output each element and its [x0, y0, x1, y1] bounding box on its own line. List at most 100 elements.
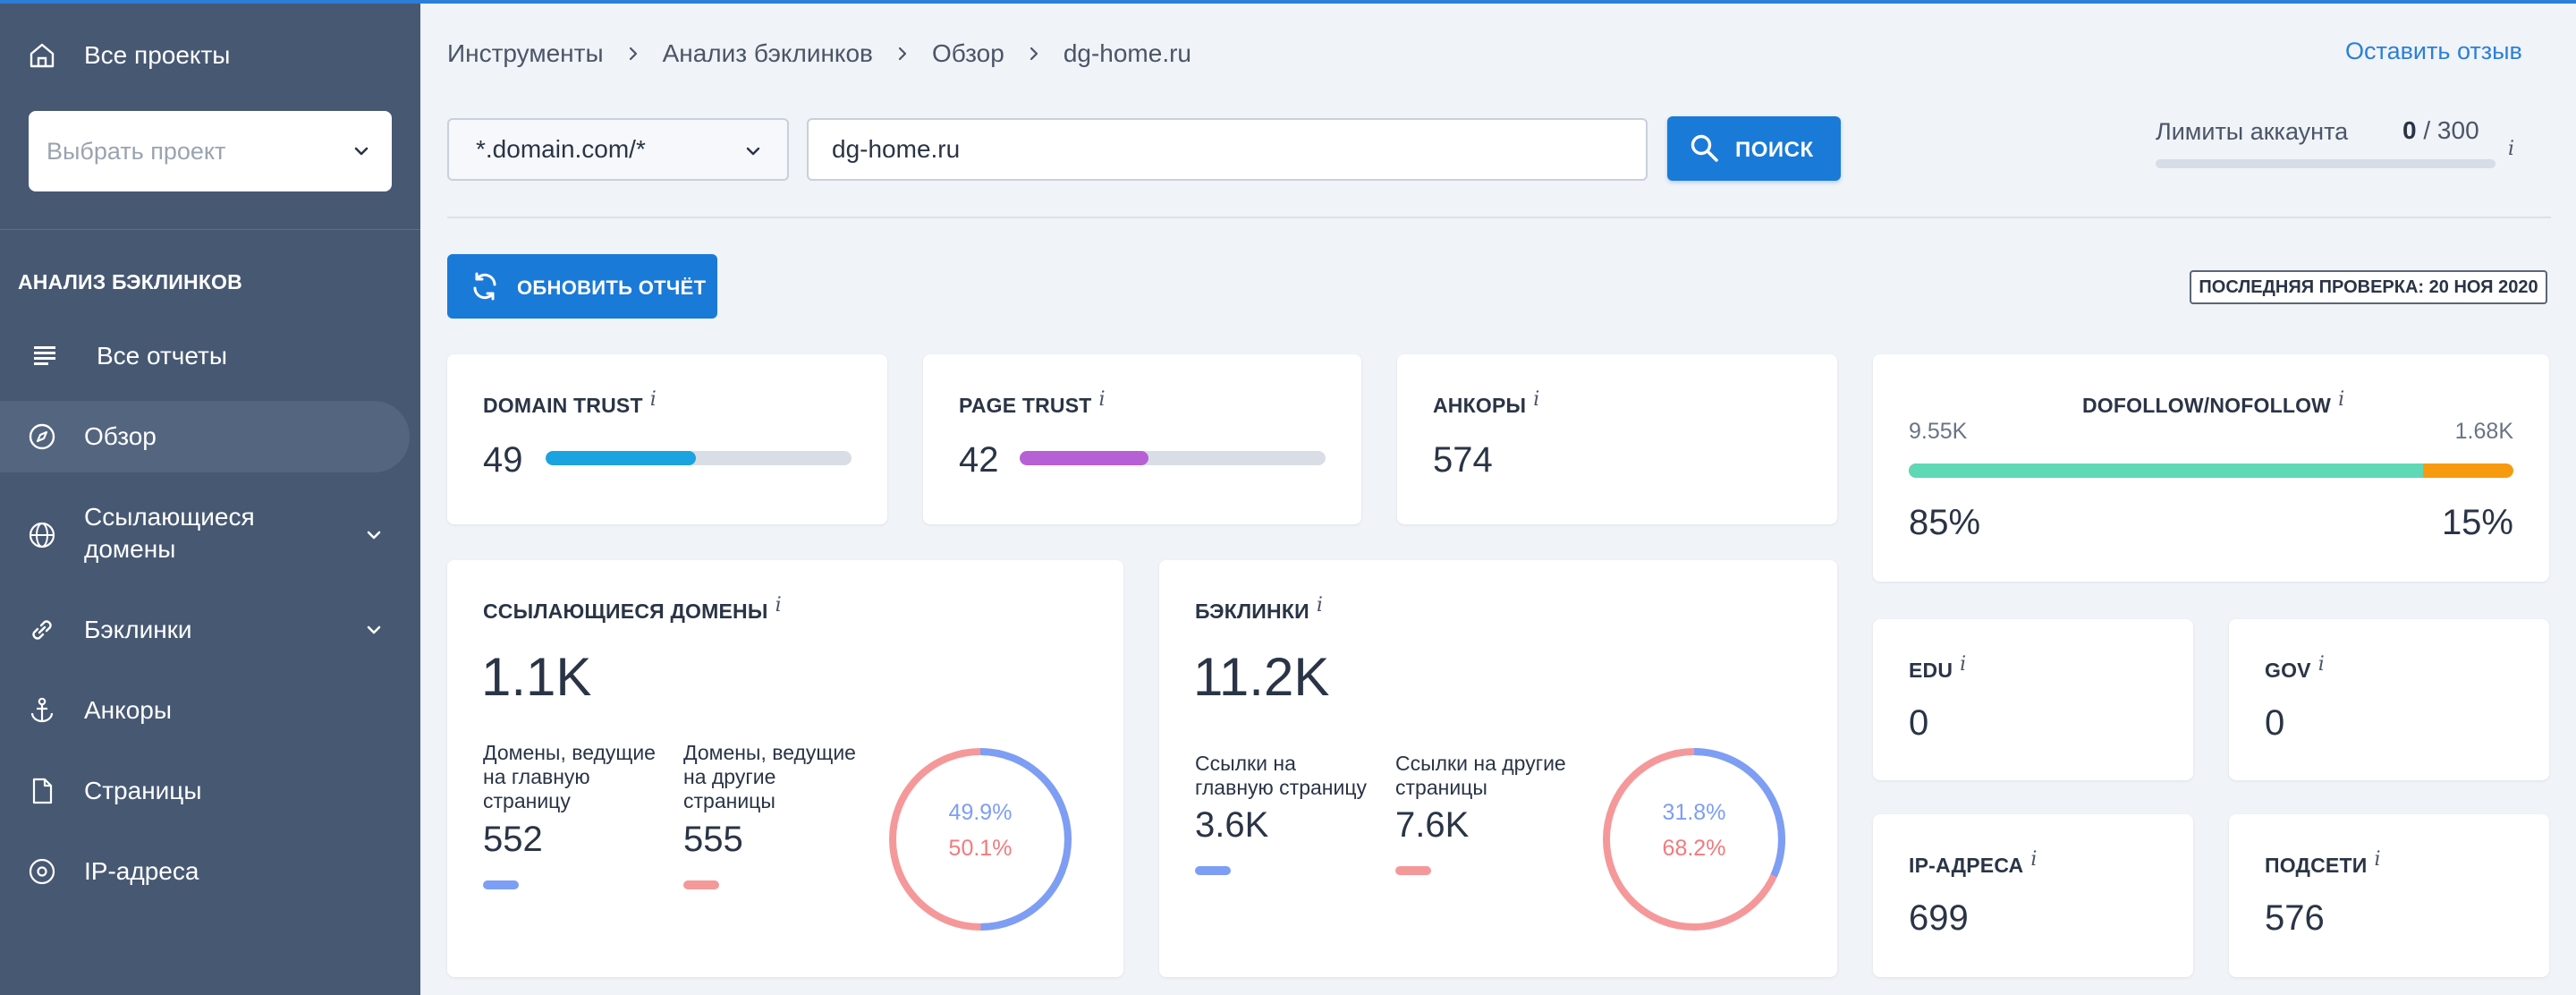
ip-card: IP-АДРЕСА i 699: [1873, 814, 2193, 977]
ref-domains-other-value: 555: [683, 820, 743, 859]
search-mode-value: *.domain.com/*: [476, 135, 646, 163]
refresh-report-label: ОБНОВИТЬ ОТЧЁТ: [517, 276, 707, 299]
chevron-down-icon: [354, 147, 369, 156]
feedback-link[interactable]: Оставить отзыв: [2345, 38, 2522, 64]
all-projects-link[interactable]: Все проекты: [0, 39, 410, 72]
backlinks-title-text: БЭКЛИНКИ: [1195, 600, 1309, 623]
ref-domains-main-label: Домены, ведущие на главную страницу: [483, 741, 656, 813]
chevron-right-icon: [629, 47, 637, 61]
backlinks-main-label-line1: Ссылки на: [1195, 752, 1296, 775]
globe-icon: [29, 522, 55, 549]
project-select[interactable]: Выбрать проект: [29, 111, 392, 191]
edu-title-text: EDU: [1909, 659, 1953, 682]
top-accent-line: [0, 0, 2576, 4]
backlinks-main-segment: [1603, 748, 1785, 931]
backlinks-main-value: 3.6K: [1195, 805, 1269, 845]
list-icon: [34, 346, 55, 365]
info-icon[interactable]: i: [1098, 388, 1106, 411]
info-icon[interactable]: i: [2374, 848, 2381, 871]
domain-trust-title: DOMAIN TRUST i: [483, 388, 657, 418]
info-icon[interactable]: i: [1960, 653, 1967, 676]
backlinks-main-label: Ссылки на главную страницу: [1195, 752, 1367, 800]
overview-label: Обзор: [84, 422, 157, 450]
edu-value: 0: [1909, 703, 1929, 743]
info-icon[interactable]: i: [649, 388, 657, 411]
pages-label: Страницы: [84, 777, 202, 804]
sidebar-item-all-reports[interactable]: Все отчеты: [0, 340, 410, 372]
ref-domains-other-label-line1: Домены, ведущие: [683, 741, 856, 764]
link-icon: [32, 620, 52, 640]
breadcrumb-item-tools[interactable]: Инструменты: [447, 39, 604, 67]
dofollow-bar: [1909, 463, 2513, 478]
search-icon: [1690, 134, 1718, 162]
sidebar-item-overview[interactable]: Обзор: [0, 401, 410, 472]
domain-search-input[interactable]: [807, 118, 1648, 181]
subnets-title: ПОДСЕТИ i: [2265, 848, 2381, 878]
domain-trust-bar-fill: [546, 451, 696, 465]
refresh-icon: [473, 272, 496, 301]
sidebar-item-ip[interactable]: IP-адреса: [0, 855, 410, 888]
main-series-swatch: [1195, 866, 1231, 875]
domain-trust-card: DOMAIN TRUST i 49: [447, 354, 887, 524]
last-check-badge: ПОСЛЕДНЯЯ ПРОВЕРКА: 20 НОЯ 2020: [2190, 270, 2547, 304]
ref-domains-other-label-line3: страницы: [683, 789, 775, 812]
info-icon[interactable]: i: [2508, 138, 2515, 160]
gov-title-text: GOV: [2265, 659, 2311, 682]
header-divider: [447, 217, 2551, 218]
edu-title: EDU i: [1909, 653, 1966, 683]
info-icon[interactable]: i: [2338, 388, 2345, 411]
referring-domains-card: ССЫЛАЮЩИЕСЯ ДОМЕНЫ i 1.1K Домены, ведущие…: [447, 560, 1123, 977]
project-select-placeholder: Выбрать проект: [47, 137, 226, 165]
ref-domains-other-label-line2: на другие: [683, 765, 776, 788]
page-trust-card: PAGE TRUST i 42: [923, 354, 1361, 524]
gov-title: GOV i: [2265, 653, 2325, 683]
info-icon[interactable]: i: [1316, 594, 1324, 617]
sidebar-item-pages[interactable]: Страницы: [0, 775, 410, 807]
info-icon[interactable]: i: [1533, 388, 1540, 411]
chevron-right-icon: [1030, 47, 1038, 61]
anchors-title-text: АНКОРЫ: [1433, 394, 1527, 417]
ref-domains-other-percent: 50.1%: [948, 836, 1013, 861]
chevron-down-icon: [367, 531, 381, 540]
dofollow-percent: 85%: [1909, 503, 1981, 542]
refresh-report-button[interactable]: ОБНОВИТЬ ОТЧЁТ: [447, 254, 717, 319]
info-icon[interactable]: i: [2318, 653, 2325, 676]
sidebar-item-backlinks[interactable]: Бэклинки: [0, 614, 410, 646]
anchor-icon: [30, 697, 54, 723]
ref-domains-main-value: 552: [483, 820, 543, 859]
subnets-card: ПОДСЕТИ i 576: [2229, 814, 2549, 977]
ip-title-text: IP-АДРЕСА: [1909, 854, 2024, 877]
ref-domains-main-label-line3: страницу: [483, 789, 571, 812]
breadcrumb-item-backlink-analysis[interactable]: Анализ бэклинков: [662, 39, 873, 67]
info-icon[interactable]: i: [775, 594, 782, 617]
domain-trust-value: 49: [483, 440, 523, 480]
breadcrumb-item-overview[interactable]: Обзор: [931, 39, 1004, 67]
gov-card: GOV i 0: [2229, 619, 2549, 780]
gov-value: 0: [2265, 703, 2285, 743]
sidebar-divider: [0, 229, 420, 230]
target-icon: [29, 858, 55, 885]
sidebar-item-anchors[interactable]: Анкоры: [0, 694, 410, 727]
chevron-right-icon: [898, 47, 907, 61]
ref-domains-main-percent: 49.9%: [948, 800, 1013, 825]
sidebar-item-referring-domains[interactable]: Ссылающиеся домены: [0, 501, 410, 569]
limits-used: 0: [2402, 116, 2417, 144]
ref-domains-main-label-line2: на главную: [483, 765, 590, 788]
dofollow-card: DOFOLLOW/NOFOLLOW i 9.55K 1.68K 85% 15%: [1873, 354, 2549, 582]
domain-trust-title-text: DOMAIN TRUST: [483, 394, 643, 417]
info-icon[interactable]: i: [2030, 848, 2038, 871]
backlinks-title: БЭКЛИНКИ i: [1195, 594, 1323, 624]
main-series-swatch: [483, 880, 519, 889]
home-icon: [30, 43, 55, 68]
search-button[interactable]: ПОИСК: [1667, 116, 1841, 181]
chevron-down-icon: [367, 625, 381, 634]
referring-domains-label-line2: домены: [84, 535, 176, 563]
search-button-label: ПОИСК: [1735, 138, 1814, 162]
limits-separator: /: [2423, 116, 2431, 144]
backlinks-label: Бэклинки: [84, 616, 192, 643]
dofollow-title-text: DOFOLLOW/NOFOLLOW: [2082, 394, 2332, 417]
page-trust-bar-fill: [1020, 451, 1148, 465]
backlinks-other-label: Ссылки на другие страницы: [1395, 752, 1566, 800]
search-mode-select[interactable]: *.domain.com/*: [447, 118, 789, 181]
page-trust-value: 42: [959, 440, 999, 480]
